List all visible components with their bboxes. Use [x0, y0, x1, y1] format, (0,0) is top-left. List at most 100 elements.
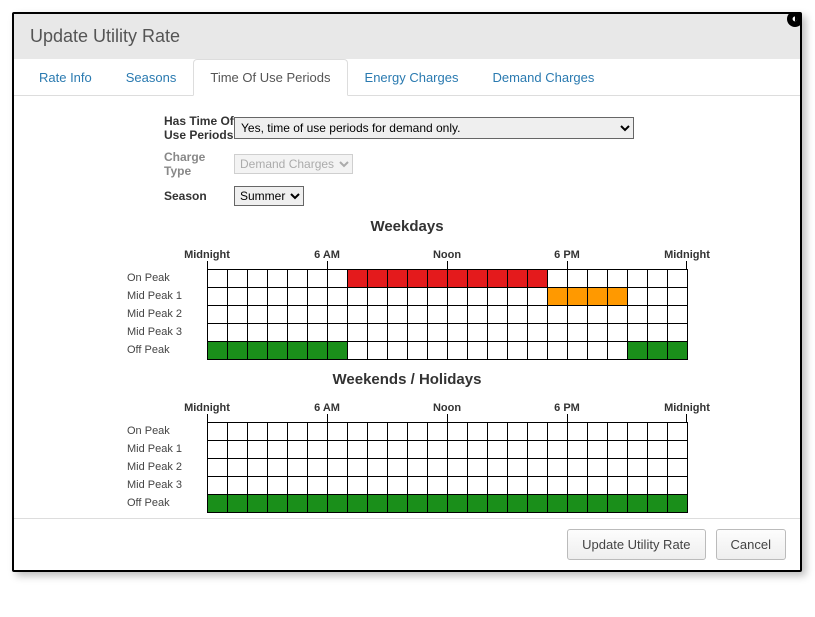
tou-cell[interactable] [367, 422, 388, 441]
tou-cell[interactable] [307, 341, 328, 360]
tou-cell[interactable] [607, 341, 628, 360]
tab-energy-charges[interactable]: Energy Charges [348, 59, 476, 96]
tou-cell[interactable] [507, 494, 528, 513]
tou-cell[interactable] [647, 422, 668, 441]
tou-cell[interactable] [327, 494, 348, 513]
update-button[interactable]: Update Utility Rate [567, 529, 705, 560]
tou-cell[interactable] [307, 305, 328, 324]
tou-cell[interactable] [667, 287, 688, 306]
tou-cell[interactable] [567, 422, 588, 441]
tou-cell[interactable] [587, 422, 608, 441]
tou-cell[interactable] [667, 440, 688, 459]
tou-cell[interactable] [247, 422, 268, 441]
tou-cell[interactable] [667, 458, 688, 477]
tou-cell[interactable] [547, 287, 568, 306]
tou-cell[interactable] [427, 440, 448, 459]
tou-cell[interactable] [467, 422, 488, 441]
tou-cell[interactable] [447, 440, 468, 459]
tou-cell[interactable] [607, 476, 628, 495]
tou-cell[interactable] [487, 287, 508, 306]
tou-cell[interactable] [427, 269, 448, 288]
tou-cell[interactable] [307, 440, 328, 459]
tou-cell[interactable] [587, 305, 608, 324]
tou-cell[interactable] [247, 305, 268, 324]
tou-cell[interactable] [567, 287, 588, 306]
tou-cell[interactable] [247, 341, 268, 360]
tab-seasons[interactable]: Seasons [109, 59, 194, 96]
tou-cell[interactable] [407, 305, 428, 324]
tou-cell[interactable] [647, 323, 668, 342]
tou-cell[interactable] [547, 341, 568, 360]
tou-cell[interactable] [267, 440, 288, 459]
tou-cell[interactable] [307, 494, 328, 513]
tou-cell[interactable] [607, 287, 628, 306]
tou-cell[interactable] [607, 440, 628, 459]
tou-cell[interactable] [527, 341, 548, 360]
tou-cell[interactable] [507, 305, 528, 324]
tou-cell[interactable] [527, 287, 548, 306]
tou-cell[interactable] [567, 476, 588, 495]
tou-cell[interactable] [207, 440, 228, 459]
tou-cell[interactable] [667, 476, 688, 495]
tou-cell[interactable] [387, 287, 408, 306]
tou-cell[interactable] [407, 494, 428, 513]
tou-cell[interactable] [287, 440, 308, 459]
tou-cell[interactable] [527, 476, 548, 495]
tou-cell[interactable] [247, 494, 268, 513]
tou-cell[interactable] [247, 323, 268, 342]
tou-cell[interactable] [607, 305, 628, 324]
tou-cell[interactable] [227, 440, 248, 459]
tou-cell[interactable] [487, 323, 508, 342]
tou-cell[interactable] [447, 341, 468, 360]
tou-cell[interactable] [547, 323, 568, 342]
tou-cell[interactable] [427, 323, 448, 342]
tou-cell[interactable] [307, 458, 328, 477]
tou-cell[interactable] [227, 323, 248, 342]
tou-cell[interactable] [627, 422, 648, 441]
tou-cell[interactable] [327, 287, 348, 306]
season-select[interactable]: Summer [234, 186, 304, 206]
tou-cell[interactable] [447, 305, 468, 324]
tou-cell[interactable] [367, 341, 388, 360]
tou-cell[interactable] [287, 494, 308, 513]
tab-rate-info[interactable]: Rate Info [22, 59, 109, 96]
tou-cell[interactable] [507, 440, 528, 459]
tou-cell[interactable] [367, 287, 388, 306]
tou-cell[interactable] [267, 422, 288, 441]
tou-cell[interactable] [667, 422, 688, 441]
tab-demand-charges[interactable]: Demand Charges [475, 59, 611, 96]
tou-cell[interactable] [647, 494, 668, 513]
tou-cell[interactable] [647, 341, 668, 360]
tou-cell[interactable] [327, 422, 348, 441]
tou-cell[interactable] [467, 305, 488, 324]
tou-cell[interactable] [667, 269, 688, 288]
tou-cell[interactable] [667, 341, 688, 360]
tou-cell[interactable] [227, 269, 248, 288]
tab-time-of-use-periods[interactable]: Time Of Use Periods [193, 59, 347, 96]
tou-cell[interactable] [207, 422, 228, 441]
tou-cell[interactable] [427, 341, 448, 360]
tou-cell[interactable] [247, 476, 268, 495]
tou-cell[interactable] [327, 458, 348, 477]
tou-cell[interactable] [307, 323, 328, 342]
tou-cell[interactable] [547, 440, 568, 459]
tou-cell[interactable] [367, 440, 388, 459]
tou-cell[interactable] [207, 269, 228, 288]
tou-cell[interactable] [347, 287, 368, 306]
tou-cell[interactable] [387, 494, 408, 513]
tou-cell[interactable] [307, 422, 328, 441]
tou-cell[interactable] [467, 494, 488, 513]
tou-cell[interactable] [287, 305, 308, 324]
tou-cell[interactable] [407, 269, 428, 288]
tou-cell[interactable] [447, 494, 468, 513]
tou-cell[interactable] [567, 323, 588, 342]
tou-cell[interactable] [507, 476, 528, 495]
tou-cell[interactable] [627, 458, 648, 477]
tou-cell[interactable] [527, 458, 548, 477]
tou-cell[interactable] [467, 341, 488, 360]
tou-cell[interactable] [447, 422, 468, 441]
tou-cell[interactable] [407, 422, 428, 441]
tou-cell[interactable] [367, 323, 388, 342]
tou-cell[interactable] [447, 269, 468, 288]
tou-cell[interactable] [327, 341, 348, 360]
